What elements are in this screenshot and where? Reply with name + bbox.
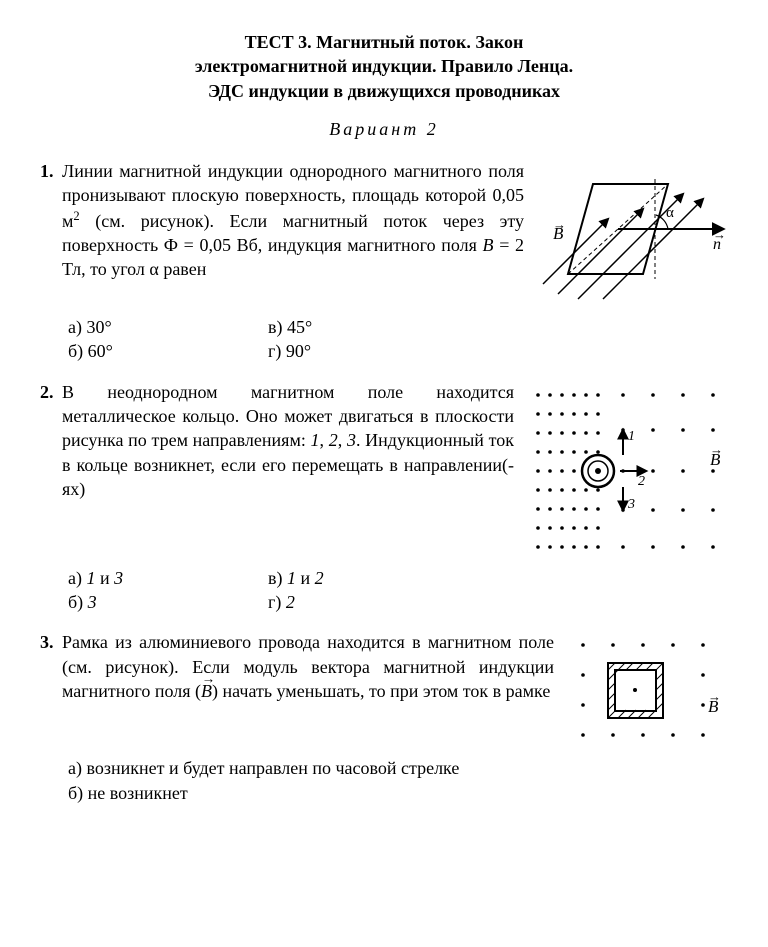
- q2-opt-b: б) 3: [68, 590, 268, 614]
- svg-text:1: 1: [628, 429, 635, 444]
- title-line-1: ТЕСТ 3. Магнитный поток. Закон: [40, 30, 728, 54]
- q3-number: 3.: [40, 630, 62, 703]
- q1-number: 1.: [40, 159, 62, 281]
- q2-opt-d: г) 2: [268, 590, 468, 614]
- svg-text:→: →: [713, 227, 726, 242]
- question-2: 2. В неоднородном магнитном поле на­ходи…: [40, 380, 728, 560]
- q1-options: а) 30° в) 45° б) 60° г) 90°: [68, 315, 728, 364]
- q3-opt-a: а) возникнет и будет направлен по часово…: [68, 756, 728, 780]
- q1-opt-b: б) 60°: [68, 339, 268, 363]
- svg-text:3: 3: [627, 497, 635, 512]
- q3-figure: B →: [568, 630, 728, 750]
- q2-number: 2.: [40, 380, 62, 501]
- q3-opt-b: б) не возникнет: [68, 781, 728, 805]
- q1-figure: n → B → α: [538, 159, 728, 309]
- q3-options: а) возникнет и будет направлен по часово…: [68, 756, 728, 805]
- q1-opt-c: в) 45°: [268, 315, 468, 339]
- svg-text:→: →: [710, 442, 723, 457]
- variant-label: Вариант 2: [40, 117, 728, 141]
- title-line-3: ЭДС индукции в движущихся проводниках: [40, 79, 728, 103]
- q2-text: В неоднородном магнитном поле на­ходится…: [62, 380, 514, 501]
- q2-opt-a: а) 1 и 3: [68, 566, 268, 590]
- q1-opt-d: г) 90°: [268, 339, 468, 363]
- test-title: ТЕСТ 3. Магнитный поток. Закон электрома…: [40, 30, 728, 103]
- svg-text:→: →: [553, 217, 566, 232]
- q2-options: а) 1 и 3 в) 1 и 2 б) 3 г) 2: [68, 566, 728, 615]
- q1-opt-a: а) 30°: [68, 315, 268, 339]
- title-line-2: электромагнитной индукции. Правило Ленца…: [40, 54, 728, 78]
- svg-text:2: 2: [638, 474, 645, 489]
- q2-opt-c: в) 1 и 2: [268, 566, 468, 590]
- q3-text: Рамка из алюминиевого провода на­ходится…: [62, 630, 554, 703]
- svg-text:α: α: [666, 205, 674, 221]
- q1-text: Линии магнитной индукции одно­родного ма…: [62, 159, 524, 281]
- question-1: 1. Линии магнитной индукции одно­родного…: [40, 159, 728, 309]
- svg-text:→: →: [708, 689, 721, 704]
- q2-figure: 1 2 3 B →: [528, 380, 728, 560]
- question-3: 3. Рамка из алюминиевого провода на­ходи…: [40, 630, 728, 750]
